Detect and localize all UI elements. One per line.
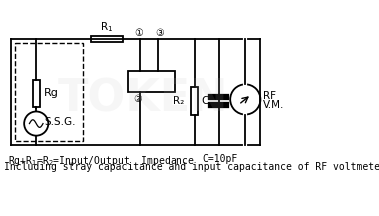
Text: ①: ① [135,27,143,38]
Bar [91,36,123,42]
Text: Rg+R$_1$=R$_2$=Input/Output  Impedance: Rg+R$_1$=R$_2$=Input/Output Impedance [8,154,195,168]
Text: C: C [202,96,209,106]
Text: RF: RF [263,91,276,101]
Text: S.S.G.: S.S.G. [45,117,76,127]
Bar [33,80,40,107]
Text: ③: ③ [155,27,164,38]
Text: R$_1$: R$_1$ [100,20,113,34]
Bar [128,71,175,92]
Bar [191,87,198,114]
Text: R₂: R₂ [173,96,184,106]
Text: TOKEN: TOKEN [58,78,229,121]
Circle shape [230,84,260,114]
Bar [15,43,83,141]
Text: V.M.: V.M. [263,100,284,110]
Circle shape [24,111,48,136]
Text: Including stray capacitance and input capacitance of RF voltmeter: Including stray capacitance and input ca… [4,162,379,172]
Text: ②: ② [134,94,143,104]
Text: C=10pF: C=10pF [202,154,238,164]
Text: Rg: Rg [44,88,59,98]
